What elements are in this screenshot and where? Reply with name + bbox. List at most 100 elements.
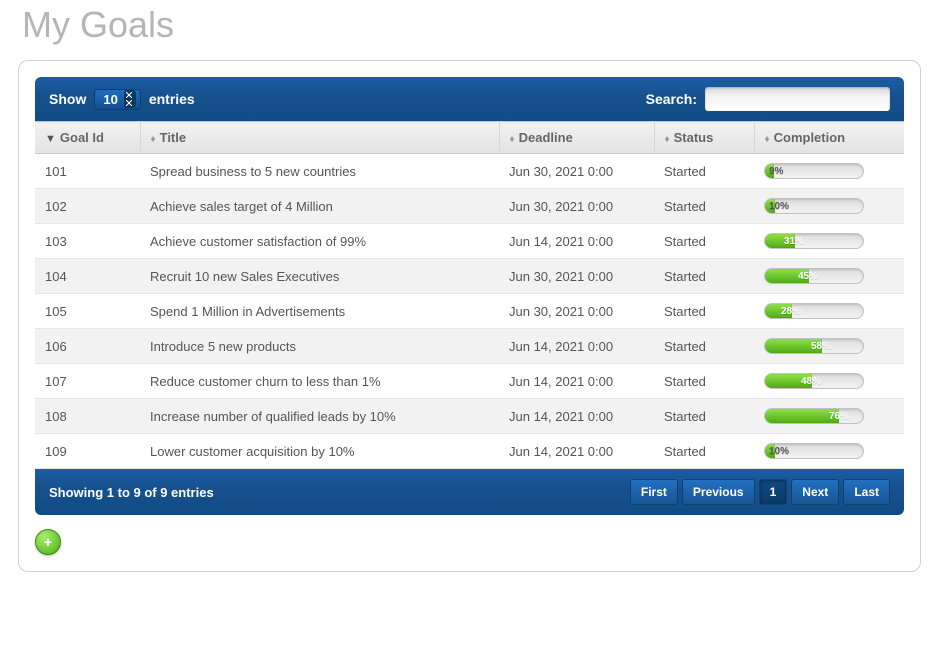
sort-icon: ♦ — [510, 134, 515, 145]
progress-label: 9% — [765, 164, 863, 178]
table-footer: Showing 1 to 9 of 9 entries First Previo… — [35, 469, 904, 515]
first-button[interactable]: First — [630, 479, 678, 505]
cell-completion: 58% — [754, 329, 904, 364]
progress-bar: 48% — [764, 373, 864, 389]
next-button[interactable]: Next — [791, 479, 839, 505]
table-row[interactable]: 107Reduce customer churn to less than 1%… — [35, 364, 904, 399]
cell-goal-id: 108 — [35, 399, 140, 434]
column-label: Status — [674, 130, 714, 145]
progress-label: 10% — [765, 444, 863, 458]
table-row[interactable]: 109Lower customer acquisition by 10%Jun … — [35, 434, 904, 469]
cell-completion: 76% — [754, 399, 904, 434]
progress-bar: 76% — [764, 408, 864, 424]
cell-status: Started — [654, 364, 754, 399]
column-label: Title — [160, 130, 187, 145]
progress-bar: 45% — [764, 268, 864, 284]
entries-label: entries — [149, 91, 195, 107]
cell-completion: 10% — [754, 189, 904, 224]
column-label: Deadline — [519, 130, 573, 145]
cell-deadline: Jun 30, 2021 0:00 — [499, 259, 654, 294]
column-header-status[interactable]: ♦ Status — [654, 122, 754, 154]
progress-label: 76% — [765, 409, 863, 423]
table-row[interactable]: 103Achieve customer satisfaction of 99%J… — [35, 224, 904, 259]
search-label: Search: — [646, 91, 697, 107]
progress-bar: 10% — [764, 443, 864, 459]
progress-bar: 9% — [764, 163, 864, 179]
cell-title: Achieve customer satisfaction of 99% — [140, 224, 499, 259]
goals-panel: Show 10 entries Search: ▼Goal Id ♦Title … — [18, 60, 921, 572]
cell-title: Reduce customer churn to less than 1% — [140, 364, 499, 399]
show-label: Show — [49, 91, 86, 107]
cell-goal-id: 101 — [35, 154, 140, 189]
cell-title: Introduce 5 new products — [140, 329, 499, 364]
progress-bar: 28% — [764, 303, 864, 319]
column-header-completion[interactable]: ♦Completion — [754, 122, 904, 154]
page-length-select[interactable]: 10 — [94, 89, 140, 110]
search-control: Search: — [646, 87, 890, 111]
table-toolbar: Show 10 entries Search: — [35, 77, 904, 121]
page-1-button[interactable]: 1 — [759, 479, 788, 505]
cell-deadline: Jun 14, 2021 0:00 — [499, 364, 654, 399]
progress-label: 31% — [765, 234, 863, 248]
table-row[interactable]: 101Spread business to 5 new countriesJun… — [35, 154, 904, 189]
cell-goal-id: 109 — [35, 434, 140, 469]
cell-completion: 9% — [754, 154, 904, 189]
column-header-deadline[interactable]: ♦ Deadline — [499, 122, 654, 154]
column-header-goal-id[interactable]: ▼ Goal Id — [35, 122, 140, 154]
column-label: Goal Id — [60, 130, 104, 145]
table-row[interactable]: 104Recruit 10 new Sales ExecutivesJun 30… — [35, 259, 904, 294]
cell-title: Spend 1 Million in Advertisements — [140, 294, 499, 329]
add-goal-button[interactable]: + — [35, 529, 61, 555]
cell-completion: 45% — [754, 259, 904, 294]
search-input[interactable] — [705, 87, 890, 111]
cell-title: Spread business to 5 new countries — [140, 154, 499, 189]
sort-icon: ♦ — [151, 134, 156, 145]
cell-completion: 10% — [754, 434, 904, 469]
cell-status: Started — [654, 329, 754, 364]
cell-title: Recruit 10 new Sales Executives — [140, 259, 499, 294]
paginator: First Previous 1 Next Last — [630, 479, 890, 505]
cell-status: Started — [654, 399, 754, 434]
column-label: Completion — [774, 130, 846, 145]
page-title: My Goals — [0, 0, 939, 60]
cell-goal-id: 105 — [35, 294, 140, 329]
progress-label: 48% — [765, 374, 863, 388]
previous-button[interactable]: Previous — [682, 479, 755, 505]
cell-status: Started — [654, 154, 754, 189]
table-row[interactable]: 106Introduce 5 new productsJun 14, 2021 … — [35, 329, 904, 364]
length-control: Show 10 entries — [49, 89, 195, 110]
cell-title: Achieve sales target of 4 Million — [140, 189, 499, 224]
table-row[interactable]: 108Increase number of qualified leads by… — [35, 399, 904, 434]
cell-goal-id: 104 — [35, 259, 140, 294]
column-header-title[interactable]: ♦ Title — [140, 122, 499, 154]
cell-deadline: Jun 14, 2021 0:00 — [499, 329, 654, 364]
progress-label: 28% — [765, 304, 863, 318]
table-row[interactable]: 105Spend 1 Million in AdvertisementsJun … — [35, 294, 904, 329]
progress-label: 45% — [765, 269, 863, 283]
cell-deadline: Jun 14, 2021 0:00 — [499, 434, 654, 469]
cell-status: Started — [654, 434, 754, 469]
cell-goal-id: 107 — [35, 364, 140, 399]
cell-completion: 48% — [754, 364, 904, 399]
sort-desc-icon: ▼ — [45, 133, 56, 145]
progress-bar: 58% — [764, 338, 864, 354]
cell-goal-id: 103 — [35, 224, 140, 259]
sort-icon: ♦ — [665, 134, 670, 145]
cell-goal-id: 106 — [35, 329, 140, 364]
table-row[interactable]: 102Achieve sales target of 4 MillionJun … — [35, 189, 904, 224]
progress-label: 10% — [765, 199, 863, 213]
showing-info: Showing 1 to 9 of 9 entries — [49, 485, 214, 500]
progress-bar: 10% — [764, 198, 864, 214]
cell-deadline: Jun 30, 2021 0:00 — [499, 294, 654, 329]
cell-status: Started — [654, 224, 754, 259]
cell-completion: 28% — [754, 294, 904, 329]
cell-title: Increase number of qualified leads by 10… — [140, 399, 499, 434]
cell-deadline: Jun 14, 2021 0:00 — [499, 399, 654, 434]
cell-title: Lower customer acquisition by 10% — [140, 434, 499, 469]
cell-completion: 31% — [754, 224, 904, 259]
progress-label: 58% — [765, 339, 863, 353]
cell-goal-id: 102 — [35, 189, 140, 224]
cell-status: Started — [654, 294, 754, 329]
last-button[interactable]: Last — [843, 479, 890, 505]
progress-bar: 31% — [764, 233, 864, 249]
